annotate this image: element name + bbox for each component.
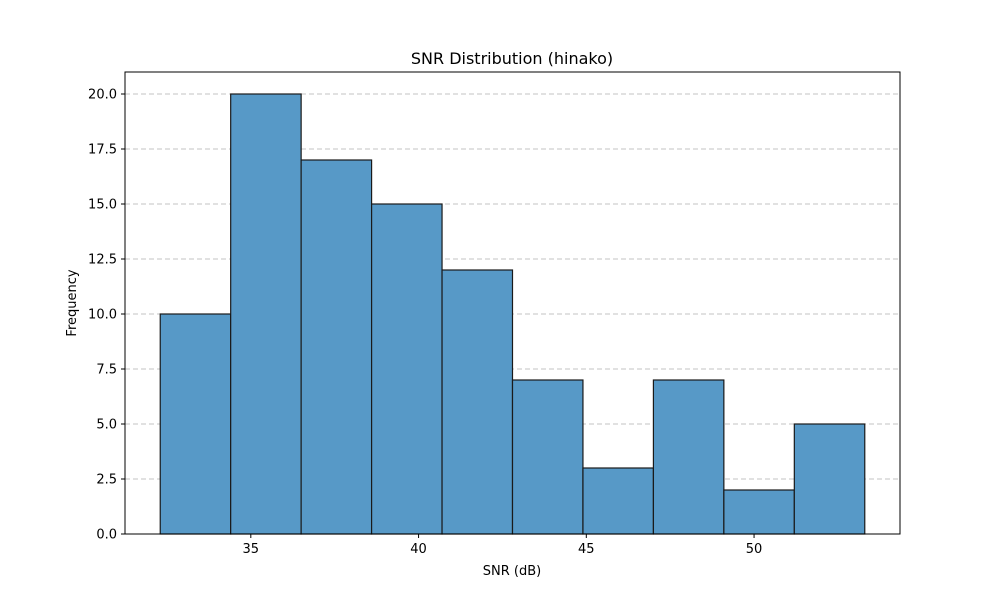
- bars: [159, 93, 866, 535]
- x-tick-label: 45: [578, 542, 595, 557]
- y-tick-label: 7.5: [96, 363, 117, 378]
- y-tick-label: 2.5: [96, 473, 117, 488]
- histogram-bar: [159, 313, 232, 535]
- y-axis-label: Frequency: [65, 269, 80, 336]
- y-tick-label: 5.0: [96, 418, 117, 433]
- y-tick-label: 10.0: [88, 308, 117, 323]
- y-tick-label: 0.0: [96, 528, 117, 543]
- y-tick-label: 17.5: [88, 143, 117, 158]
- histogram-bar: [793, 423, 866, 535]
- histogram-bar: [652, 379, 725, 535]
- chart-title: SNR Distribution (hinako): [411, 49, 613, 68]
- histogram-bar: [441, 269, 514, 535]
- x-tick-label: 40: [410, 542, 427, 557]
- x-axis-ticks: 35 40 45 50: [243, 534, 763, 557]
- y-tick-label: 20.0: [88, 88, 117, 103]
- histogram-bar: [511, 379, 584, 535]
- y-axis-ticks: 0.0 2.5 5.0 7.5 10.0 12.5 15.0 17.5 20.0: [88, 88, 125, 543]
- histogram-bar: [230, 93, 302, 535]
- x-tick-label: 35: [243, 542, 260, 557]
- y-tick-label: 12.5: [88, 253, 117, 268]
- x-tick-label: 50: [746, 542, 763, 557]
- histogram-bar: [370, 203, 443, 535]
- histogram-bar: [582, 467, 655, 535]
- histogram-bar: [300, 159, 373, 535]
- x-axis-label: SNR (dB): [483, 564, 541, 579]
- histogram-bar: [723, 489, 795, 535]
- plot-frame: [124, 71, 901, 535]
- y-tick-label: 15.0: [88, 198, 117, 213]
